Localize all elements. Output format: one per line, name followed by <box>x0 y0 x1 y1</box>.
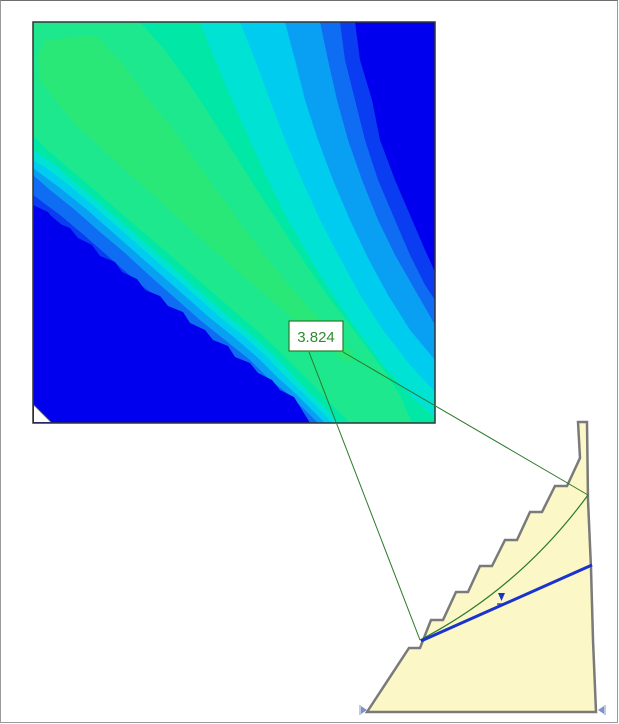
leader-line-to-slip-toe <box>308 351 421 641</box>
grid-corner-marker-edge <box>33 404 52 423</box>
contour-band-critical <box>38 35 356 362</box>
water-table-marker-icon <box>498 593 505 601</box>
slope-material[interactable] <box>364 420 598 714</box>
water-table-line[interactable] <box>420 563 593 643</box>
left-boundary-arrow-icon <box>359 705 367 715</box>
leader-line-to-slip-crest <box>342 351 589 496</box>
critical-slip-surface[interactable] <box>419 494 589 641</box>
contour-band-edge <box>33 205 310 423</box>
right-boundary-arrow-icon <box>598 705 606 715</box>
factor-of-safety-label[interactable]: 3.824 <box>288 320 344 352</box>
factor-of-safety-value: 3.824 <box>297 329 335 346</box>
slip-center-contour-grid[interactable] <box>33 22 435 423</box>
factor-of-safety-box <box>288 320 344 352</box>
contour-grid-border <box>32 21 436 424</box>
